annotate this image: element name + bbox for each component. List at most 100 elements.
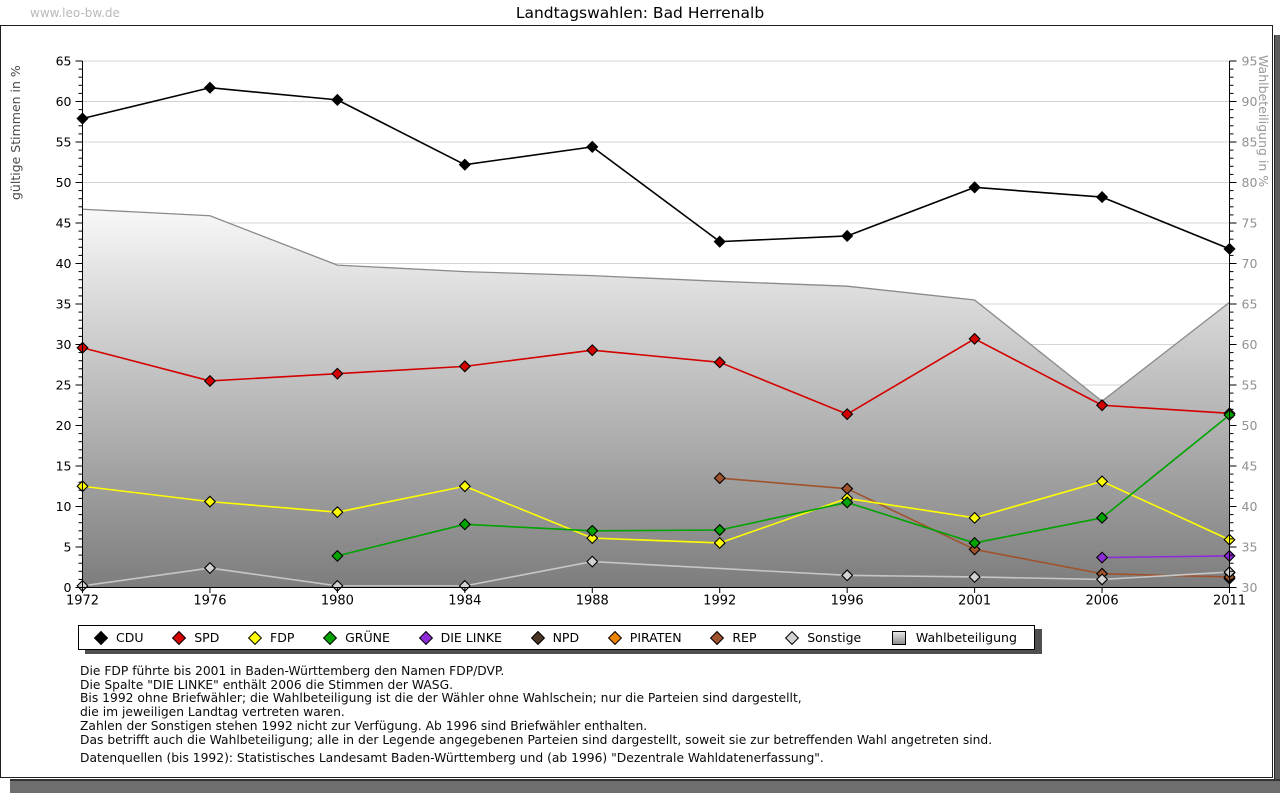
- data-point-marker: [586, 140, 599, 153]
- data-point-marker: [586, 532, 599, 545]
- x-tick-label: 1988: [576, 594, 609, 609]
- x-tick-label: 1992: [703, 594, 736, 609]
- data-point-marker: [1095, 511, 1109, 524]
- data-point-marker: [458, 518, 471, 531]
- series-line-die-linke: [1102, 555, 1230, 559]
- data-point-marker: [586, 555, 599, 568]
- frame-shadow-bottom: [10, 779, 1280, 793]
- legend-label: SPD: [194, 630, 220, 645]
- x-tick-label: 1996: [831, 594, 864, 609]
- data-point-marker: [586, 344, 599, 357]
- diamond-swatch-icon: [785, 630, 800, 645]
- turnout-area-outline: [82, 208, 1230, 403]
- data-point-marker: [713, 472, 726, 485]
- legend-label: Wahlbeteiligung: [915, 630, 1017, 645]
- right-tick-label: 95: [1242, 54, 1258, 69]
- series-line-fdp: [82, 480, 1230, 544]
- site-watermark: www.leo-bw.de: [30, 6, 120, 20]
- left-axis-title: gültige Stimmen in %: [8, 65, 23, 201]
- legend-label: NPD: [552, 630, 580, 645]
- right-tick-label: 65: [1242, 297, 1258, 312]
- data-point-marker: [1095, 399, 1109, 412]
- diamond-swatch-icon: [530, 630, 545, 645]
- data-point-marker: [458, 480, 471, 493]
- legend-label: PIRATEN: [629, 630, 682, 645]
- data-point-marker: [713, 356, 726, 369]
- legend-label: DIE LINKE: [440, 630, 502, 645]
- x-tick-label: 2006: [1086, 594, 1119, 609]
- legend: CDU SPD FDP GRÜNE DIE LINKE NPD PIRATEN REP Sons…: [78, 625, 1035, 650]
- right-tick-label: 80: [1242, 175, 1258, 190]
- series-line-grüne: [337, 414, 1231, 557]
- legend-label: GRÜNE: [345, 630, 390, 645]
- series-line-spd: [82, 338, 1230, 415]
- data-point-marker: [968, 511, 981, 524]
- left-tick-label: 45: [56, 216, 72, 231]
- data-point-marker: [1095, 573, 1109, 586]
- legend-item-rep: REP: [710, 630, 757, 645]
- left-tick-label: 15: [56, 459, 72, 474]
- series-line-cdu: [82, 86, 1230, 250]
- data-point-marker: [203, 495, 217, 508]
- data-point-marker: [458, 158, 471, 171]
- data-point-marker: [968, 536, 981, 550]
- data-point-marker: [841, 229, 854, 243]
- data-point-marker: [203, 374, 217, 388]
- footnotes: Die FDP führte bis 2001 in Baden-Württem…: [80, 664, 993, 747]
- x-tick-label: 1972: [66, 594, 99, 609]
- data-point-marker: [1095, 475, 1109, 488]
- right-tick-label: 40: [1242, 499, 1258, 514]
- data-point-marker: [331, 549, 344, 562]
- x-tick-label: 1976: [193, 594, 226, 609]
- data-point-marker: [841, 569, 854, 582]
- data-point-marker: [458, 360, 471, 373]
- left-tick-label: 0: [64, 580, 72, 595]
- legend-label: Sonstige: [807, 630, 862, 645]
- data-point-marker: [968, 181, 981, 194]
- right-tick-label: 55: [1242, 378, 1258, 393]
- right-tick-label: 50: [1242, 418, 1258, 433]
- diamond-swatch-icon: [247, 630, 263, 645]
- chart-frame: [0, 25, 1273, 778]
- data-point-marker: [841, 408, 854, 421]
- right-tick-label: 35: [1242, 540, 1258, 555]
- legend-item-cdu: CDU: [93, 630, 144, 645]
- footnote-line: die im jeweiligen Landtag vertreten ware…: [80, 705, 345, 720]
- data-point-marker: [968, 570, 981, 584]
- left-tick-label: 40: [56, 256, 72, 271]
- left-tick-label: 30: [56, 337, 72, 352]
- legend-label: CDU: [116, 630, 144, 645]
- left-tick-label: 50: [56, 175, 72, 190]
- legend-label: REP: [732, 630, 757, 645]
- frame-shadow-right: [1274, 35, 1280, 791]
- left-tick-label: 55: [56, 135, 72, 150]
- right-tick-label: 60: [1242, 337, 1258, 352]
- left-tick-label: 10: [56, 499, 72, 514]
- legend-item-piraten: PIRATEN: [607, 630, 682, 645]
- footnote-line: Das betrifft auch die Wahlbeteiligung; a…: [80, 732, 993, 747]
- data-source-note: Datenquellen (bis 1992): Statistisches L…: [80, 751, 824, 765]
- x-tick-label: 2001: [958, 594, 991, 609]
- page-title: Landtagswahlen: Bad Herrenalb: [515, 4, 765, 22]
- turnout-area: [82, 209, 1230, 588]
- left-tick-label: 65: [56, 54, 72, 69]
- diamond-swatch-icon: [710, 630, 725, 645]
- diamond-swatch-icon: [93, 630, 109, 645]
- left-tick-label: 20: [56, 418, 72, 433]
- data-point-marker: [713, 523, 726, 537]
- data-point-marker: [1095, 191, 1109, 204]
- election-line-chart: 0 30 5 35 10 40 15 45 20 50 25 55 30 60 35 65 40 70 45 75 50…: [56, 54, 1258, 609]
- footnote-line: Die FDP führte bis 2001 in Baden-Württem…: [80, 664, 505, 678]
- data-point-marker: [1095, 551, 1109, 564]
- diamond-swatch-icon: [418, 630, 433, 645]
- legend-item-wahlbeteiligung: Wahlbeteiligung: [891, 630, 1017, 645]
- left-tick-label: 5: [64, 540, 72, 555]
- right-axis-title: Wahlbeteiligung in %: [1256, 55, 1271, 188]
- right-tick-label: 85: [1242, 135, 1258, 150]
- left-tick-label: 35: [56, 297, 72, 312]
- data-point-marker: [713, 235, 726, 248]
- diamond-swatch-icon: [607, 630, 622, 645]
- right-tick-label: 45: [1242, 459, 1258, 474]
- data-point-marker: [203, 561, 217, 575]
- data-point-marker: [331, 506, 344, 519]
